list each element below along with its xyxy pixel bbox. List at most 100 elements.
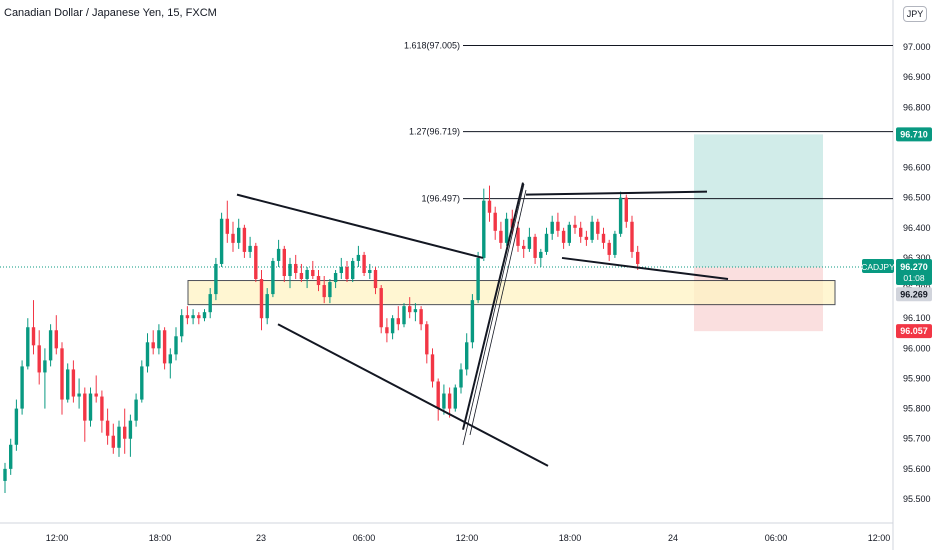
- bull-candle: [390, 318, 395, 334]
- bear-candle: [254, 245, 258, 280]
- bear-candle: [499, 230, 503, 243]
- bear-candle: [316, 276, 321, 286]
- bull-candle: [134, 399, 138, 421]
- bear-candle: [379, 288, 383, 328]
- bear-candle: [630, 221, 634, 252]
- bull-candle: [202, 312, 207, 319]
- y-tick-label: 96.500: [903, 193, 931, 203]
- price-tag: [896, 287, 932, 302]
- y-tick-label: 95.900: [903, 373, 931, 383]
- bear-candle: [584, 236, 589, 240]
- bull-candle: [590, 221, 594, 240]
- bull-candle: [77, 393, 81, 397]
- bear-candle: [105, 420, 110, 436]
- bull-candle: [214, 263, 218, 295]
- bear-candle: [100, 396, 104, 421]
- bull-candle: [328, 282, 332, 298]
- bull-candle: [237, 227, 241, 243]
- bull-candle: [402, 306, 406, 325]
- bull-candle: [208, 294, 212, 313]
- x-tick-label: 18:00: [559, 533, 582, 543]
- bull-candle: [3, 468, 7, 481]
- bear-candle: [282, 248, 286, 277]
- bull-candle: [413, 309, 418, 313]
- bull-candle: [157, 330, 161, 349]
- bull-candle: [333, 273, 338, 283]
- trendline: [277, 323, 549, 467]
- bull-candle: [174, 336, 178, 355]
- bull-candle: [453, 387, 457, 409]
- bull-candle: [288, 263, 292, 277]
- bear-candle: [299, 273, 304, 280]
- bear-candle: [345, 266, 349, 280]
- bear-candle: [294, 263, 298, 273]
- price-tag-label: 96.269: [900, 289, 928, 299]
- x-tick-label: 06:00: [353, 533, 376, 543]
- bear-candle: [197, 315, 201, 319]
- bull-candle: [248, 245, 252, 252]
- bull-candle: [470, 300, 475, 343]
- symbol-tag: [862, 258, 894, 273]
- bear-candle: [242, 227, 247, 252]
- bear-candle: [487, 200, 492, 213]
- bear-candle: [385, 327, 389, 334]
- x-tick-label: 23: [256, 533, 266, 543]
- fib-level-label: 1.618(97.005): [404, 40, 460, 50]
- bull-candle: [539, 251, 543, 258]
- bull-candle: [88, 393, 93, 421]
- price-tag: [896, 324, 932, 339]
- price-tag-label: 96.057: [900, 326, 928, 336]
- bear-candle: [111, 435, 115, 448]
- bull-candle: [459, 369, 463, 388]
- y-tick-label: 96.100: [903, 313, 931, 323]
- bear-candle: [533, 236, 537, 258]
- bull-candle: [145, 342, 150, 367]
- bear-candle: [185, 315, 190, 319]
- bull-candle: [442, 393, 446, 409]
- bull-candle: [20, 366, 24, 409]
- bull-candle: [351, 260, 355, 280]
- bear-candle: [522, 245, 526, 249]
- bull-candle: [128, 420, 133, 439]
- bear-candle: [408, 306, 412, 313]
- bull-candle: [117, 426, 121, 448]
- last-price-tag: [896, 258, 932, 285]
- bear-candle: [636, 251, 640, 264]
- bull-candle: [356, 254, 361, 261]
- bear-candle: [601, 233, 606, 243]
- bear-candle: [447, 393, 452, 409]
- bear-candle: [373, 269, 378, 289]
- bull-candle: [43, 360, 47, 373]
- bear-candle: [162, 330, 167, 364]
- countdown-label: 01:08: [903, 273, 925, 283]
- bear-candle: [259, 279, 264, 319]
- bull-candle: [276, 248, 281, 261]
- price-tag-label: 96.710: [900, 129, 928, 139]
- bull-candle: [544, 233, 549, 252]
- y-tick-label: 95.700: [903, 434, 931, 444]
- bull-candle: [476, 257, 480, 301]
- price-tag: [896, 127, 932, 142]
- bear-candle: [430, 354, 435, 382]
- trendline: [561, 256, 729, 281]
- bull-candle: [140, 366, 144, 400]
- currency-button[interactable]: JPY: [903, 6, 927, 22]
- y-tick-label: 97.000: [903, 42, 931, 52]
- bull-candle: [219, 218, 224, 264]
- bear-candle: [425, 324, 429, 355]
- y-tick-label: 96.000: [903, 343, 931, 353]
- y-tick-label: 96.900: [903, 72, 931, 82]
- bear-candle: [596, 221, 600, 234]
- bear-candle: [556, 221, 560, 231]
- bull-candle: [504, 218, 509, 243]
- chart-title: Canadian Dollar / Japanese Yen, 15, FXCM: [4, 7, 217, 19]
- bull-candle: [191, 315, 195, 319]
- rally-channel-line: [469, 189, 527, 436]
- fib-level-label: 1(96.497): [421, 194, 460, 204]
- bull-candle: [465, 342, 469, 370]
- bear-candle: [311, 269, 315, 277]
- x-tick-label: 24: [668, 533, 678, 543]
- bear-candle: [231, 233, 235, 243]
